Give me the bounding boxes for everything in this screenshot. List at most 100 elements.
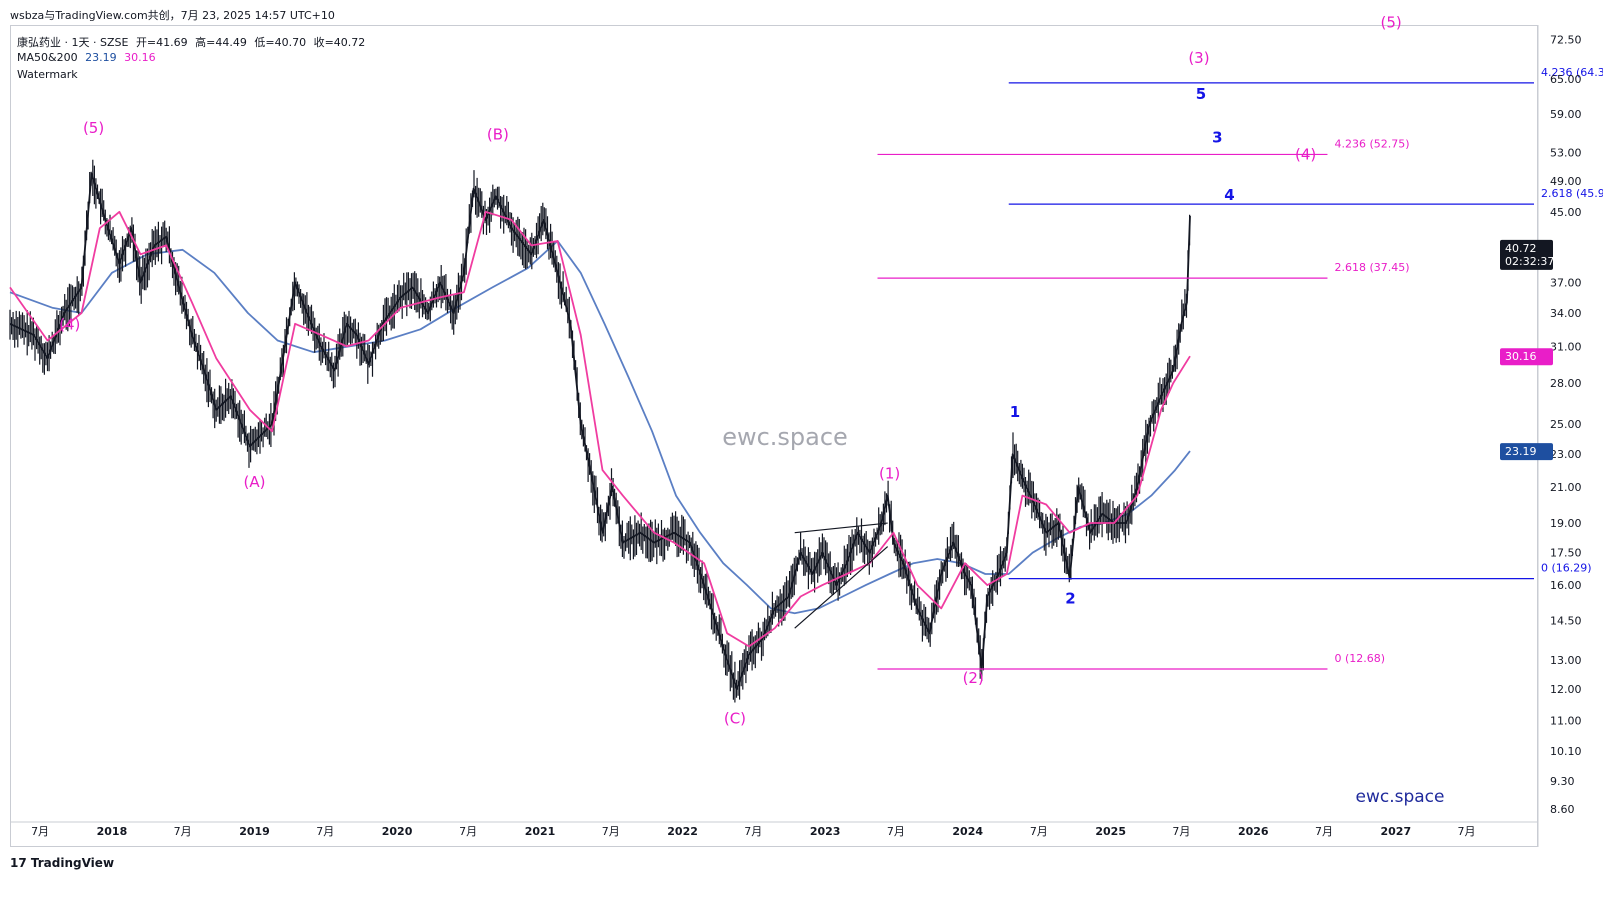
time-axis-tick: 7月 bbox=[744, 825, 762, 838]
price-axis-tick: 25.00 bbox=[1550, 418, 1582, 431]
time-axis-tick: 7月 bbox=[1458, 825, 1476, 838]
price-axis-tick: 9.30 bbox=[1550, 775, 1575, 788]
time-axis-tick: 7月 bbox=[602, 825, 620, 838]
trendline bbox=[794, 522, 888, 534]
price-axis-tick: 11.00 bbox=[1550, 714, 1582, 727]
ma50-line bbox=[9, 210, 1191, 648]
wave-label: (5) bbox=[1381, 13, 1402, 31]
price-axis-tick: 10.10 bbox=[1550, 745, 1582, 758]
time-axis-tick: 2019 bbox=[239, 825, 270, 838]
price-bars bbox=[9, 159, 1191, 703]
bottom-watermark: ewc.space bbox=[1356, 787, 1445, 807]
wave-label: 5 bbox=[1196, 85, 1206, 103]
price-axis-tick: 23.00 bbox=[1550, 448, 1582, 461]
price-axis-tick: 37.00 bbox=[1550, 276, 1582, 289]
fib-level-label: 2.618 (45.97) bbox=[1541, 187, 1603, 200]
legend-watermark[interactable]: Watermark bbox=[17, 68, 78, 81]
fib-level-label: 4.236 (64.32) bbox=[1541, 66, 1603, 79]
price-axis-tick: 21.00 bbox=[1550, 481, 1582, 494]
wave-label: 2 bbox=[1065, 590, 1075, 608]
tradingview-logo[interactable]: 𝟭𝟳 TradingView bbox=[10, 856, 114, 870]
price-axis-tick: 19.00 bbox=[1550, 517, 1582, 530]
wave-label: 4 bbox=[1224, 186, 1234, 204]
ma200-layer bbox=[9, 240, 1191, 615]
legend-close: 收=40.72 bbox=[313, 36, 366, 49]
legend-ma50-value: 30.16 bbox=[124, 51, 156, 64]
ma50-badge-bg bbox=[1500, 348, 1553, 366]
legend-open: 开=41.69 bbox=[135, 36, 188, 49]
tradingview-brand-text: TradingView bbox=[30, 856, 115, 870]
time-axis-tick: 2021 bbox=[525, 825, 556, 838]
price-axis-tick: 16.00 bbox=[1550, 579, 1582, 592]
time-axis-tick: 7月 bbox=[316, 825, 334, 838]
share-caption: wsbza与TradingView.com共创，7月 23, 2025 14:5… bbox=[10, 9, 335, 22]
ma200-line bbox=[9, 240, 1191, 615]
price-layer bbox=[9, 159, 1191, 703]
price-axis-tick: 45.00 bbox=[1550, 206, 1582, 219]
last-price-badge-text: 02:32:37 bbox=[1505, 255, 1554, 268]
price-axis-tick: 31.00 bbox=[1550, 340, 1582, 353]
price-axis-tick: 72.50 bbox=[1550, 34, 1582, 47]
time-axis-tick: 7月 bbox=[1030, 825, 1048, 838]
time-axis-tick: 2026 bbox=[1238, 825, 1269, 838]
wave-label-layer: (5) (4) (A) (B) (C) (1) (2) (3) (4) (5) 1 2 3 4 5 bbox=[59, 13, 1402, 727]
wave-label: 1 bbox=[1010, 403, 1020, 421]
price-axis-tick: 34.00 bbox=[1550, 307, 1582, 320]
wave-label: (4) bbox=[59, 315, 80, 333]
time-axis-tick: 2023 bbox=[810, 825, 841, 838]
wave-label: (3) bbox=[1188, 49, 1209, 67]
tradingview-logo-icon: 𝟭𝟳 bbox=[10, 856, 27, 870]
fib-layer: 4.236 (64.32) 4.236 (52.75) 2.618 (45.97) 2… bbox=[877, 66, 1603, 670]
time-axis-tick: 7月 bbox=[174, 825, 192, 838]
legend-high: 高=44.49 bbox=[195, 36, 247, 49]
ma50-badge-text: 30.16 bbox=[1505, 350, 1537, 363]
price-line bbox=[9, 172, 1191, 690]
wave-label: 3 bbox=[1212, 129, 1222, 147]
legend-symbol-name[interactable]: 康弘药业 · 1天 · SZSE bbox=[17, 36, 129, 49]
center-watermark: ewc.space bbox=[722, 423, 848, 451]
wave-label: (5) bbox=[83, 119, 104, 137]
ma200-badge-bg bbox=[1500, 443, 1553, 461]
ma50-layer bbox=[9, 210, 1191, 648]
price-axis-tick: 53.00 bbox=[1550, 147, 1582, 160]
fib-level-label: 4.236 (52.75) bbox=[1334, 137, 1409, 150]
price-axis-tick: 28.00 bbox=[1550, 377, 1582, 390]
time-axis-tick: 2020 bbox=[382, 825, 413, 838]
time-axis-tick: 2018 bbox=[97, 825, 128, 838]
time-axis-tick: 2022 bbox=[667, 825, 698, 838]
wave-label: (C) bbox=[724, 710, 746, 728]
fib-level-label: 2.618 (37.45) bbox=[1334, 261, 1409, 274]
wave-label: (B) bbox=[487, 125, 509, 143]
wave-label: (4) bbox=[1295, 146, 1316, 164]
trendline bbox=[794, 546, 889, 629]
price-axis-tick: 13.00 bbox=[1550, 654, 1582, 667]
legend-ma200-value: 23.19 bbox=[85, 51, 117, 64]
wave-label: (1) bbox=[879, 464, 900, 482]
legend-ma-name[interactable]: MA50&200 bbox=[17, 51, 78, 64]
price-axis-tick: 49.00 bbox=[1550, 175, 1582, 188]
time-axis[interactable]: 7月 2018 7月 2019 7月 2020 7月 2021 7月 2022 7月 2023 7月 20… bbox=[31, 825, 1475, 838]
price-axis-tick: 17.50 bbox=[1550, 547, 1582, 560]
price-axis-tick: 12.00 bbox=[1550, 683, 1582, 696]
price-axis-tick: 14.50 bbox=[1550, 615, 1582, 628]
fib-level-label: 0 (12.68) bbox=[1334, 652, 1385, 665]
time-axis-tick: 2025 bbox=[1095, 825, 1126, 838]
time-axis-tick: 7月 bbox=[31, 825, 49, 838]
last-price-badge-bg bbox=[1500, 239, 1553, 270]
time-axis-tick: 7月 bbox=[459, 825, 477, 838]
time-axis-tick: 7月 bbox=[1315, 825, 1333, 838]
wave-label: (2) bbox=[963, 669, 984, 687]
time-axis-tick: 2027 bbox=[1381, 825, 1412, 838]
time-axis-tick: 7月 bbox=[887, 825, 905, 838]
time-axis-tick: 2024 bbox=[952, 825, 983, 838]
price-axis-tick: 65.00 bbox=[1550, 73, 1582, 86]
legend-ma-row: MA50&200 23.19 30.16 bbox=[17, 51, 160, 64]
legend-low: 低=40.70 bbox=[254, 36, 307, 49]
last-price-badge-text: 40.72 bbox=[1505, 242, 1537, 255]
price-axis[interactable]: 72.50 65.00 59.00 53.00 49.00 45.00 37.00 34.00… bbox=[1550, 34, 1582, 817]
price-axis-tick: 59.00 bbox=[1550, 108, 1582, 121]
time-axis-tick: 7月 bbox=[1172, 825, 1190, 838]
price-axis-tick: 8.60 bbox=[1550, 803, 1575, 816]
